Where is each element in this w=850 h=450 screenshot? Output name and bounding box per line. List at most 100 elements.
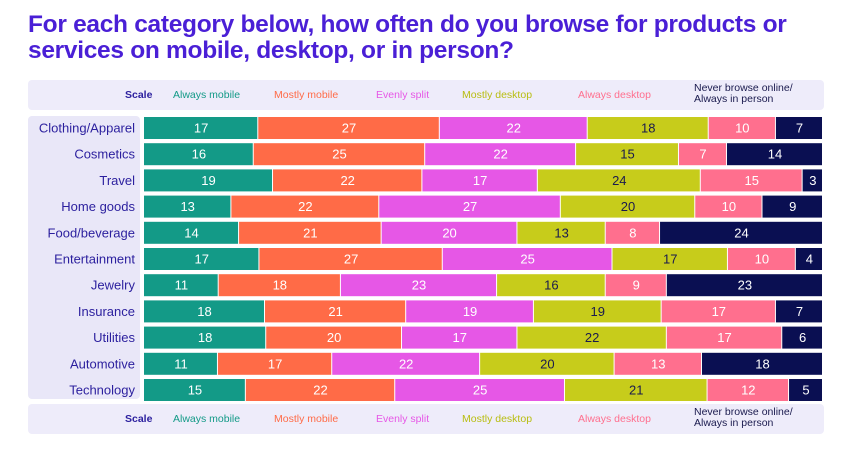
category-label-cosmetics: Cosmetics bbox=[74, 147, 135, 162]
value-label-technology-evenly-split: 25 bbox=[473, 383, 487, 398]
value-label-cosmetics-always-desktop: 7 bbox=[699, 147, 706, 162]
bar-insurance-always-desktop bbox=[661, 300, 775, 323]
legend-item-mostly-mobile: Mostly mobile bbox=[274, 89, 339, 101]
value-label-insurance-always-desktop: 17 bbox=[712, 304, 726, 319]
value-label-automotive-mostly-mobile: 17 bbox=[268, 356, 282, 371]
bar-technology-mostly-mobile bbox=[245, 379, 395, 401]
value-label-insurance-never-browse-online-always-in-person: 7 bbox=[796, 304, 803, 319]
bar-automotive-mostly-mobile bbox=[217, 352, 332, 375]
value-label-entertainment-evenly-split: 25 bbox=[520, 252, 534, 267]
value-label-insurance-mostly-desktop: 19 bbox=[591, 304, 605, 319]
bar-clothing-apparel-mostly-mobile bbox=[258, 117, 439, 139]
category-panel bbox=[28, 116, 140, 399]
value-label-utilities-evenly-split: 17 bbox=[453, 330, 467, 345]
legend-item-always-mobile: Always mobile bbox=[173, 89, 241, 101]
value-label-automotive-always-mobile: 11 bbox=[174, 356, 188, 371]
legend-item-always-mobile: Always mobile bbox=[173, 413, 241, 425]
value-label-entertainment-never-browse-online-always-in-person: 4 bbox=[806, 252, 813, 267]
legend-item-always-desktop: Always desktop bbox=[578, 413, 651, 425]
bar-insurance-mostly-desktop bbox=[533, 300, 661, 323]
bar-cosmetics-evenly-split bbox=[425, 143, 576, 166]
value-label-utilities-always-desktop: 17 bbox=[717, 330, 731, 345]
bar-insurance-never-browse-online-always-in-person bbox=[775, 300, 822, 323]
bar-technology-mostly-desktop bbox=[564, 379, 707, 401]
bar-automotive-never-browse-online-always-in-person bbox=[701, 352, 822, 375]
value-label-insurance-always-mobile: 18 bbox=[197, 304, 211, 319]
bar-jewelry-evenly-split bbox=[340, 274, 497, 297]
value-label-home-goods-mostly-mobile: 22 bbox=[298, 199, 312, 214]
value-label-jewelry-always-mobile: 11 bbox=[175, 278, 189, 293]
value-label-food-beverage-mostly-desktop: 13 bbox=[554, 225, 568, 240]
bar-insurance-mostly-mobile bbox=[265, 300, 406, 323]
category-label-entertainment: Entertainment bbox=[54, 252, 135, 267]
chart-title: For each category below, how often do yo… bbox=[28, 11, 787, 64]
value-label-jewelry-never-browse-online-always-in-person: 23 bbox=[738, 278, 752, 293]
category-label-insurance: Insurance bbox=[78, 304, 135, 319]
value-label-technology-mostly-mobile: 22 bbox=[313, 383, 327, 398]
bar-entertainment-mostly-desktop bbox=[612, 248, 727, 270]
bar-insurance-evenly-split bbox=[406, 300, 533, 323]
category-label-jewelry: Jewelry bbox=[91, 278, 136, 293]
bar-utilities-mostly-mobile bbox=[266, 326, 402, 349]
value-label-utilities-always-mobile: 18 bbox=[198, 330, 212, 345]
value-label-jewelry-always-desktop: 9 bbox=[633, 278, 640, 293]
value-label-jewelry-evenly-split: 23 bbox=[412, 278, 426, 293]
value-label-travel-evenly-split: 17 bbox=[473, 173, 487, 188]
value-label-home-goods-never-browse-online-always-in-person: 9 bbox=[789, 199, 796, 214]
value-label-utilities-mostly-desktop: 22 bbox=[585, 330, 599, 345]
category-label-utilities: Utilities bbox=[93, 330, 135, 345]
value-label-technology-always-desktop: 12 bbox=[741, 383, 755, 398]
value-label-utilities-never-browse-online-always-in-person: 6 bbox=[799, 330, 806, 345]
bar-cosmetics-mostly-mobile bbox=[253, 143, 425, 166]
bar-cosmetics-mostly-desktop bbox=[576, 143, 678, 166]
category-label-travel: Travel bbox=[99, 173, 135, 188]
legend-item-mostly-mobile: Mostly mobile bbox=[274, 413, 339, 425]
value-label-food-beverage-evenly-split: 20 bbox=[442, 225, 456, 240]
bar-travel-never-browse-online-always-in-person bbox=[802, 169, 822, 192]
value-label-food-beverage-mostly-mobile: 21 bbox=[303, 225, 317, 240]
value-label-jewelry-mostly-desktop: 16 bbox=[544, 278, 558, 293]
category-label-clothing-apparel: Clothing/Apparel bbox=[39, 121, 135, 136]
bar-home-goods-always-desktop bbox=[695, 195, 762, 218]
bar-clothing-apparel-mostly-desktop bbox=[587, 117, 708, 139]
category-label-automotive: Automotive bbox=[70, 356, 135, 371]
bar-home-goods-mostly-desktop bbox=[560, 195, 695, 218]
bar-jewelry-always-desktop bbox=[605, 274, 666, 297]
bar-entertainment-always-desktop bbox=[727, 248, 795, 270]
bar-travel-mostly-mobile bbox=[273, 169, 422, 192]
value-label-food-beverage-never-browse-online-always-in-person: 24 bbox=[734, 225, 748, 240]
bar-utilities-always-desktop bbox=[666, 326, 782, 349]
bar-food-beverage-evenly-split bbox=[381, 221, 517, 244]
bar-entertainment-always-mobile bbox=[144, 248, 259, 270]
value-label-cosmetics-always-mobile: 16 bbox=[192, 147, 206, 162]
value-label-home-goods-evenly-split: 27 bbox=[463, 199, 477, 214]
bar-cosmetics-always-desktop bbox=[678, 143, 726, 166]
value-label-clothing-apparel-evenly-split: 22 bbox=[507, 121, 521, 136]
value-label-technology-never-browse-online-always-in-person: 5 bbox=[802, 383, 809, 398]
bar-technology-never-browse-online-always-in-person bbox=[789, 379, 822, 401]
bar-entertainment-never-browse-online-always-in-person bbox=[795, 248, 822, 270]
value-label-cosmetics-never-browse-online-always-in-person: 14 bbox=[768, 147, 782, 162]
bar-travel-mostly-desktop bbox=[537, 169, 700, 192]
legend-scale-label: Scale bbox=[125, 89, 153, 101]
bar-jewelry-always-mobile bbox=[144, 274, 218, 297]
legend-item-evenly-split: Evenly split bbox=[376, 413, 430, 425]
value-label-clothing-apparel-never-browse-online-always-in-person: 7 bbox=[796, 121, 803, 136]
value-label-cosmetics-evenly-split: 22 bbox=[493, 147, 507, 162]
legend-item-mostly-desktop: Mostly desktop bbox=[462, 413, 533, 425]
bar-utilities-evenly-split bbox=[402, 326, 517, 349]
bar-clothing-apparel-always-desktop bbox=[708, 117, 775, 139]
bar-clothing-apparel-always-mobile bbox=[144, 117, 258, 139]
bar-entertainment-mostly-mobile bbox=[259, 248, 442, 270]
value-label-travel-mostly-mobile: 22 bbox=[340, 173, 354, 188]
bar-cosmetics-always-mobile bbox=[144, 143, 253, 166]
value-label-clothing-apparel-mostly-mobile: 27 bbox=[342, 121, 356, 136]
value-label-food-beverage-always-mobile: 14 bbox=[184, 225, 198, 240]
value-label-home-goods-always-desktop: 10 bbox=[722, 199, 736, 214]
bar-travel-always-desktop bbox=[700, 169, 802, 192]
bar-food-beverage-always-desktop bbox=[605, 221, 660, 244]
value-label-clothing-apparel-always-desktop: 10 bbox=[735, 121, 749, 136]
value-label-travel-always-mobile: 19 bbox=[201, 173, 215, 188]
value-label-home-goods-always-mobile: 13 bbox=[180, 199, 194, 214]
bar-technology-evenly-split bbox=[395, 379, 564, 401]
